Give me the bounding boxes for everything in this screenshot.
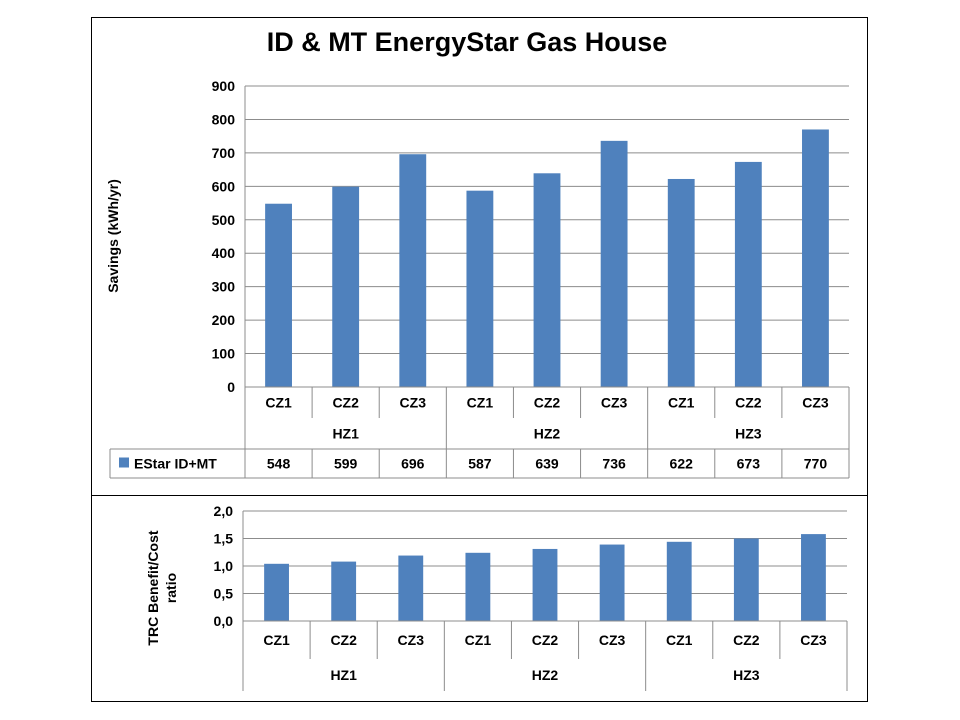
bar [399, 154, 427, 387]
bar [533, 173, 561, 387]
bar [801, 534, 826, 621]
data-table-value: 696 [401, 456, 425, 472]
bar [398, 555, 424, 621]
bar [264, 563, 289, 621]
trc-ratio-chart: 0,0 0,5 1,0 1,5 2,0 CZ1 CZ2 CZ3 CZ1 CZ2 CZ3 CZ1 CZ2 C… [145, 503, 848, 691]
data-table-value: 599 [334, 456, 358, 472]
bar [532, 548, 558, 621]
y-tick-label: 200 [212, 312, 236, 328]
category-label: CZ2 [534, 395, 561, 411]
chart-title: ID & MT EnergyStar Gas House [267, 27, 668, 57]
data-table-value: 587 [468, 456, 492, 472]
bar [265, 203, 292, 387]
data-table-value: 770 [804, 456, 828, 472]
y-tick-label: 1,0 [214, 558, 234, 574]
category-label: CZ3 [800, 632, 827, 648]
data-table-value: 736 [602, 456, 626, 472]
y-tick-label: 300 [212, 279, 236, 295]
group-label: HZ1 [332, 426, 359, 442]
y-axis-title: TRC Benefit/Cost ratio [145, 530, 179, 645]
y-tick-label: 900 [212, 78, 236, 94]
bar [465, 552, 491, 621]
category-label: CZ1 [265, 395, 292, 411]
category-label: CZ3 [802, 395, 829, 411]
data-table-value: 639 [535, 456, 559, 472]
category-label: CZ3 [601, 395, 628, 411]
category-label: CZ1 [465, 632, 492, 648]
category-label: CZ3 [599, 632, 626, 648]
category-label: CZ2 [733, 632, 760, 648]
bar [466, 190, 494, 387]
trc-ratio-chart-panel: 0,0 0,5 1,0 1,5 2,0 CZ1 CZ2 CZ3 CZ1 CZ2 CZ3 CZ1 CZ2 C… [91, 496, 868, 702]
bar [734, 161, 762, 387]
y-tick-label: 500 [212, 212, 236, 228]
category-label: CZ1 [666, 632, 693, 648]
bar [599, 544, 625, 621]
data-table-value: 548 [267, 456, 291, 472]
group-label: HZ3 [735, 426, 762, 442]
y-tick-label: 600 [212, 178, 236, 194]
category-label: CZ2 [332, 395, 359, 411]
group-label: HZ3 [733, 667, 760, 683]
category-label: CZ2 [735, 395, 762, 411]
y-tick-label: 1,5 [214, 531, 234, 547]
savings-chart: 0 100 200 300 400 500 600 700 800 900 CZ1 CZ2 CZ3 CZ1… [105, 27, 850, 479]
y-tick-label: 800 [212, 111, 236, 127]
y-tick-label: 0,5 [214, 586, 234, 602]
bar [667, 178, 695, 387]
bar [802, 129, 829, 387]
y-tick-label: 2,0 [214, 503, 234, 519]
group-label: HZ2 [532, 667, 559, 683]
category-label: CZ3 [400, 395, 427, 411]
bar [331, 561, 357, 621]
group-label: HZ2 [534, 426, 561, 442]
legend-swatch [119, 457, 129, 468]
y-tick-label: 400 [212, 245, 236, 261]
category-label: CZ1 [668, 395, 695, 411]
data-table-value: 673 [737, 456, 761, 472]
data-table-value: 622 [670, 456, 694, 472]
bar [332, 186, 360, 387]
y-tick-label: 0,0 [214, 613, 234, 629]
savings-chart-panel: 0 100 200 300 400 500 600 700 800 900 CZ1 CZ2 CZ3 CZ1… [91, 17, 868, 496]
bar [733, 538, 759, 621]
y-tick-label: 100 [212, 346, 236, 362]
category-label: CZ2 [330, 632, 357, 648]
y-tick-label: 0 [227, 379, 235, 395]
bar [666, 541, 692, 621]
legend-series-label: EStar ID+MT [134, 456, 217, 472]
bar [600, 140, 628, 387]
y-axis-title: Savings (kWh/yr) [105, 179, 121, 293]
category-label: CZ3 [398, 632, 425, 648]
category-label: CZ1 [263, 632, 290, 648]
category-label: CZ2 [532, 632, 559, 648]
y-tick-label: 700 [212, 145, 236, 161]
group-label: HZ1 [330, 667, 357, 683]
category-label: CZ1 [467, 395, 494, 411]
